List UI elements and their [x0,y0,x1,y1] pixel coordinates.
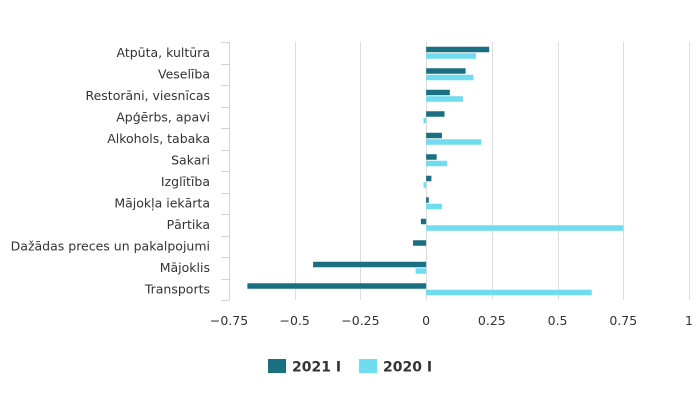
bar-2021-i[interactable] [426,89,450,96]
category-label: Mājoklis [160,260,210,275]
bar-2021-i[interactable] [426,132,442,139]
bar-2020-i[interactable] [423,117,427,124]
bar-2020-i[interactable] [426,74,474,81]
category-label: Transports [144,281,210,296]
x-tick-label: 1 [685,313,693,328]
bar-2021-i[interactable] [426,68,466,74]
x-tick-label: −0.5 [280,313,310,328]
bar-2020-i[interactable] [426,139,482,145]
legend-item[interactable]: 2021 I [268,359,341,376]
category-label: Apģērbs, apavi [116,109,210,124]
bar-2020-i[interactable] [426,53,477,59]
bar-2020-i[interactable] [415,268,427,274]
x-tick-label: −0.25 [341,313,379,328]
legend-item[interactable]: 2020 I [359,359,432,376]
legend-label: 2021 I [292,360,341,376]
x-tick-label: 0.75 [609,313,637,328]
bar-2021-i[interactable] [426,154,437,160]
bar-2021-i[interactable] [426,46,490,53]
x-tick-label: 0 [422,313,430,328]
x-tick-label: −0.75 [210,313,248,328]
bar-2021-i[interactable] [426,197,429,203]
category-label: Dažādas preces un pakalpojumi [11,238,210,253]
value-axis: −0.75 −0.5 −0.25 0 0.25 0.5 0.75 1 [210,313,693,328]
x-tick-label: 0.5 [548,313,568,328]
category-label: Veselība [158,66,210,81]
legend-swatch [359,359,377,373]
bar-2020-i[interactable] [426,160,448,167]
bar-2021-i[interactable] [413,240,427,246]
bar-2021-i[interactable] [426,111,445,117]
bar-2020-i[interactable] [426,289,592,296]
grid [229,42,690,300]
category-label: Izglītība [161,174,210,189]
bar-2021-i[interactable] [426,175,432,182]
bar-2021-i[interactable] [420,218,427,225]
legend-label: 2020 I [383,360,432,376]
category-label: Atpūta, kultūra [117,45,210,60]
bars [247,46,624,296]
legend-swatch [268,359,286,373]
bar-2020-i[interactable] [426,96,463,102]
bar-2021-i[interactable] [313,261,427,268]
bar-2020-i[interactable] [426,203,442,210]
category-label: Sakari [171,152,210,167]
bar-2021-i[interactable] [247,283,427,289]
category-label: Pārtika [167,217,210,232]
category-axis: Atpūta, kultūra Veselība Restorāni, viesnī… [11,42,230,301]
category-label: Mājokļa iekārta [114,195,210,210]
x-tick-label: 0.25 [478,313,506,328]
category-label: Restorāni, viesnīcas [85,88,210,103]
legend[interactable]: 2021 I 2020 I [268,359,432,376]
bar-2020-i[interactable] [423,182,427,188]
category-label: Alkohols, tabaka [107,131,210,146]
bar-2020-i[interactable] [426,225,624,231]
